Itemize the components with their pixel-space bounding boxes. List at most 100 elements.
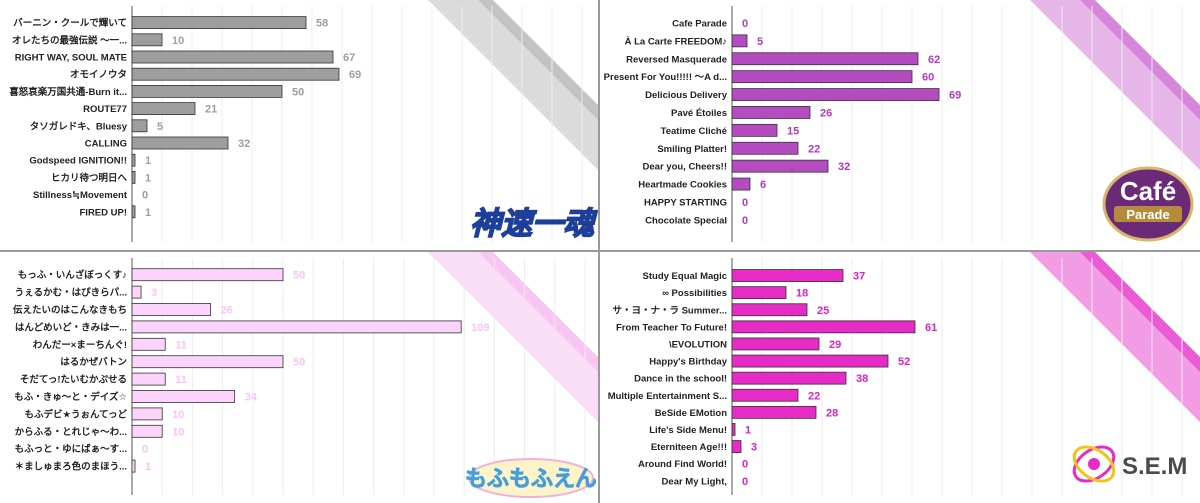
- bar: [731, 440, 742, 453]
- category-label: Happy's Birthday: [649, 357, 727, 368]
- category-label: From Teacher To Future!: [616, 322, 727, 333]
- category-label: Eterniteen Age!!!: [651, 442, 727, 453]
- data-label: 32: [238, 138, 250, 150]
- data-label: 10: [172, 35, 184, 47]
- bar: [131, 102, 196, 115]
- bar: [731, 106, 811, 119]
- data-label: 67: [343, 52, 355, 64]
- bar: [731, 88, 940, 101]
- data-label: 1: [145, 172, 151, 184]
- cafe-parade-logo: Café Parade: [1102, 166, 1194, 242]
- category-label: ＊ましゅまろ色のまほう...: [15, 461, 127, 473]
- chart-panel-shinsoku-ikkon: バーニン・クールで輝いて 58 オレたちの最強伝説 ～一... 10 RIGHT WAY…: [0, 0, 598, 250]
- decorative-ribbon-stripe: [1080, 252, 1200, 372]
- category-label: Stillness≒Movement: [33, 190, 128, 201]
- data-label: 50: [292, 86, 304, 98]
- bar: [131, 407, 163, 421]
- category-label: Smiling Platter!: [657, 144, 727, 155]
- data-label: 0: [742, 476, 748, 488]
- bar: [131, 136, 229, 150]
- category-label: HAPPY STARTING: [644, 197, 727, 208]
- data-label: 18: [796, 288, 808, 300]
- sem-logo: S.E.M: [1072, 445, 1187, 483]
- bar: [131, 153, 136, 167]
- logo-text: 神速一魂: [470, 206, 598, 241]
- category-label: からふる・とれじゃ～わ...: [15, 427, 127, 438]
- category-label: FIRED UP!: [80, 207, 128, 218]
- data-label: 0: [742, 215, 748, 227]
- data-label: 50: [293, 270, 305, 282]
- logo-text-parade: Parade: [1126, 207, 1169, 222]
- bar: [731, 34, 748, 48]
- category-label: Multiple Entertainment S...: [608, 391, 727, 402]
- category-label: はんどめいど・きみは一...: [15, 321, 127, 333]
- category-label: Present For You!!!!! ～A d...: [604, 72, 727, 83]
- bar: [731, 303, 808, 317]
- category-label: CALLING: [85, 139, 127, 150]
- logo-text-cafe: Café: [1120, 176, 1176, 206]
- data-label: 61: [925, 322, 937, 334]
- bar: [731, 123, 778, 137]
- category-label: Reversed Masquerade: [626, 54, 727, 65]
- category-label: もふっと・ゆにばぁ～す...: [15, 443, 127, 455]
- category-label: Dance in the school!: [634, 374, 727, 385]
- category-label: Study Equal Magic: [643, 271, 727, 282]
- bar: [731, 354, 889, 368]
- category-label: もふ・きゅ～と・デイズ☆: [14, 391, 127, 403]
- logo-text: S.E.M: [1122, 453, 1187, 480]
- bar: [131, 459, 136, 473]
- bar: [131, 119, 148, 133]
- data-label: 37: [853, 271, 865, 283]
- decorative-ribbon-stripe: [478, 0, 598, 120]
- bar: [131, 285, 142, 299]
- bar: [731, 141, 799, 155]
- category-label: Dear My Light,: [662, 476, 727, 487]
- data-label: 6: [760, 179, 766, 191]
- bar: [731, 388, 799, 402]
- data-label: 29: [829, 339, 841, 351]
- data-label: 38: [856, 373, 868, 385]
- data-label: 32: [838, 161, 850, 173]
- data-label: 0: [742, 197, 748, 209]
- category-label: ROUTE77: [83, 104, 127, 115]
- data-label: 26: [221, 305, 233, 317]
- category-label: タソガレドキ、Bluesy: [30, 120, 128, 132]
- bar: [131, 205, 136, 219]
- mofumofuen-logo: もふもふえん: [466, 458, 596, 498]
- category-label: Heartmade Cookies: [638, 180, 727, 191]
- data-label: 60: [922, 72, 934, 84]
- bar: [131, 337, 166, 351]
- bar-chart-sem: Study Equal Magic 37 ∞ Possibilities 18 サ・ヨ・…: [608, 252, 1200, 495]
- data-label: 50: [293, 357, 305, 369]
- category-label: Pavé Étoiles: [671, 108, 727, 119]
- category-label: Chocolate Special: [645, 215, 727, 226]
- category-label: Godspeed IGNITION!!: [29, 156, 127, 167]
- data-label: 28: [826, 407, 838, 419]
- data-label: 1: [145, 155, 151, 167]
- data-label: 34: [245, 392, 258, 404]
- category-label: Teatime Cliché: [661, 126, 727, 137]
- bar: [131, 424, 163, 438]
- category-label: Life's Side Menu!: [649, 425, 727, 436]
- data-label: 22: [808, 390, 820, 402]
- decorative-ribbon: [428, 252, 598, 422]
- category-label: Around Find World!: [638, 459, 727, 470]
- bar: [131, 33, 163, 47]
- category-label: もっふ・いんざぼっくす♪: [18, 269, 127, 281]
- data-label: 11: [175, 339, 187, 351]
- data-label: 1: [745, 424, 751, 436]
- bar: [131, 355, 284, 369]
- category-label: そだてっ!たいむかぷせる: [20, 375, 127, 386]
- category-label: Delicious Delivery: [645, 90, 728, 101]
- data-label: 69: [349, 69, 361, 81]
- bar: [731, 423, 736, 436]
- bar: [731, 286, 787, 300]
- data-label: 21: [205, 104, 217, 116]
- bar: [131, 372, 166, 386]
- bar: [131, 67, 340, 81]
- bar-chart-mofumofuen: もっふ・いんざぼっくす♪ 50 うぇるかむ・はぴきらパ... 3 伝えたいのはこんなきも…: [13, 252, 598, 495]
- category-label: はるかぜバトン: [60, 356, 127, 368]
- data-label: 15: [787, 125, 799, 137]
- bar: [731, 320, 916, 334]
